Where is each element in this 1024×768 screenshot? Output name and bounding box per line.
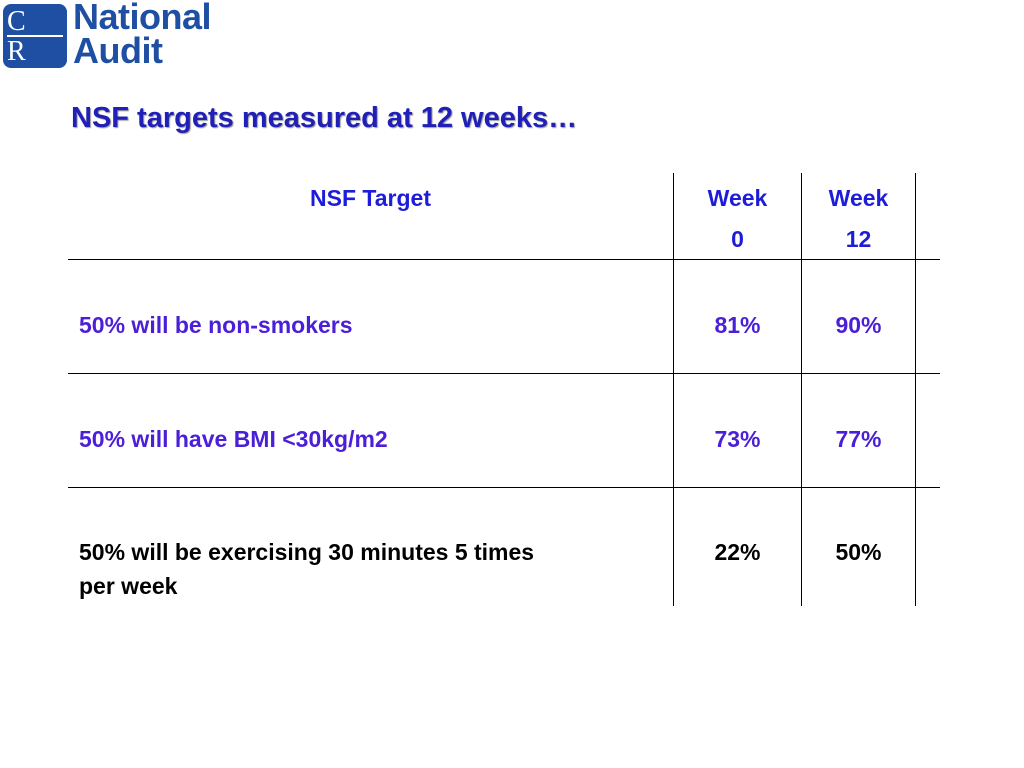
nsf-targets-table: NSF Target Week 0 Week 12 50% will be no… bbox=[68, 173, 940, 606]
logo-divider bbox=[7, 35, 63, 37]
header-week-12-number: 12 bbox=[845, 226, 872, 252]
slide-title: NSF targets measured at 12 weeks… bbox=[71, 102, 578, 134]
header-week-0-number: 0 bbox=[731, 226, 744, 252]
logo-letter-c: C bbox=[7, 6, 26, 37]
row-3-target-line-2: per week bbox=[79, 573, 178, 599]
column-divider-2 bbox=[801, 173, 802, 606]
header-week-12-label: Week bbox=[828, 185, 889, 211]
row-3-target-line-1: 50% will be exercising 30 minutes 5 time… bbox=[79, 539, 535, 565]
row-3-week-0: 22% bbox=[714, 539, 761, 565]
column-divider-3 bbox=[915, 173, 916, 606]
row-2-week-0: 73% bbox=[714, 426, 761, 452]
column-divider-1 bbox=[673, 173, 674, 606]
row-divider-1 bbox=[68, 373, 940, 374]
header-week-0-label: Week bbox=[707, 185, 768, 211]
header-nsf-target: NSF Target bbox=[310, 185, 431, 211]
header-divider bbox=[68, 259, 940, 260]
logo-line-audit: Audit bbox=[73, 30, 163, 71]
row-1-week-12: 90% bbox=[835, 312, 882, 338]
logo-letter-r: R bbox=[7, 36, 26, 67]
row-3-week-12: 50% bbox=[835, 539, 882, 565]
cr-logo-mark: C R bbox=[3, 4, 67, 68]
row-1-week-0: 81% bbox=[714, 312, 761, 338]
row-1-target: 50% will be non-smokers bbox=[79, 312, 353, 338]
row-divider-2 bbox=[68, 487, 940, 488]
row-2-target: 50% will have BMI <30kg/m2 bbox=[79, 426, 388, 452]
logo-wordmark: National Audit bbox=[73, 0, 212, 71]
logo-line-national: National bbox=[73, 0, 212, 37]
row-2-week-12: 77% bbox=[835, 426, 882, 452]
